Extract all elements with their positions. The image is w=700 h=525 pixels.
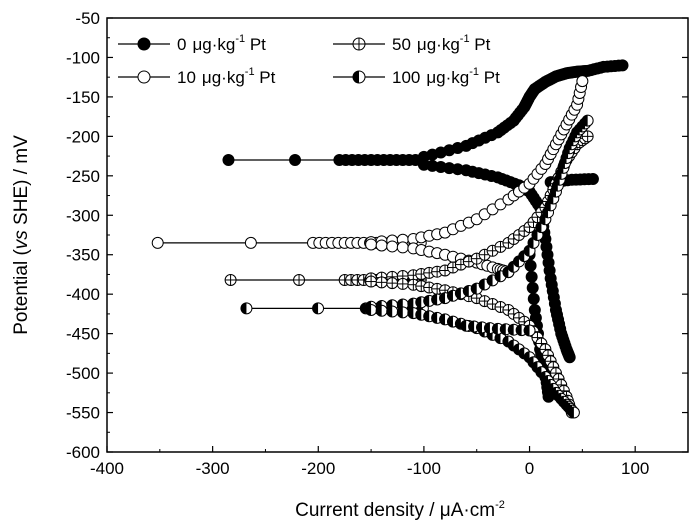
data-point [240,302,253,315]
x-tick-label: -200 [301,459,335,478]
data-point [581,114,594,127]
legend-marker-3 [352,70,366,84]
x-tick-label: -300 [196,459,230,478]
data-point [375,304,388,317]
data-point [581,130,594,143]
legend-marker-1 [137,70,151,84]
y-tick-label: -150 [66,88,100,107]
data-point [386,305,399,318]
data-point [567,406,580,419]
legend-label-3: 100 μg·kg-1 Pt [392,66,500,87]
data-point [507,260,520,273]
legend-marker-icon [352,37,366,51]
legend-label-1: 10 μg·kg-1 Pt [177,66,276,87]
data-point [312,302,325,315]
data-point [365,238,378,251]
y-tick-label: -250 [66,167,100,186]
legend-marker-2 [352,37,366,51]
x-tick-label: 100 [621,459,649,478]
y-tick-label: -350 [66,246,100,265]
data-point [526,281,539,294]
series-3 [240,114,594,419]
legend-marker-0 [137,37,151,51]
data-point [563,351,576,364]
data-point [576,75,589,88]
data-point [365,275,378,288]
y-tick-label: -600 [66,443,100,462]
data-point [396,306,409,319]
y-tick-label: -100 [66,48,100,67]
y-tick-label: -450 [66,325,100,344]
data-point [224,273,237,286]
legend-entry-1: 10 μg·kg-1 Pt [118,66,276,87]
legend-entry-3: 100 μg·kg-1 Pt [333,66,500,87]
data-point [375,276,388,289]
legend-marker-icon [352,70,366,84]
data-point [244,236,257,249]
legend: 0 μg·kg-1 Pt 10 μg·kg-1 Pt 50 μg·kg-1 Pt 10… [118,33,500,87]
x-tick-label: -400 [90,459,124,478]
data-point [396,277,409,290]
data-point [151,236,164,249]
data-point [386,240,399,253]
legend-marker-icon [137,37,151,51]
data-point [586,172,599,185]
data-point [375,239,388,252]
y-axis-ticks: -50 -100 -150 -200 -250 -300 -350 -400 -450 -500 -… [66,9,688,462]
data-point [289,154,302,167]
y-axis-title: Potential (vs SHE) / mV [11,135,32,335]
series-layer [151,59,629,419]
data-point [527,292,540,305]
legend-label-0: 0 μg·kg-1 Pt [177,33,266,54]
data-point [293,273,306,286]
legend-entry-0: 0 μg·kg-1 Pt [118,33,266,54]
x-axis-title: Current density / μA·cm-2 [295,499,505,521]
legend-entry-2: 50 μg·kg-1 Pt [333,33,491,54]
y-tick-label: -400 [66,285,100,304]
data-point [523,324,536,337]
data-point [222,154,235,167]
y-tick-label: -500 [66,364,100,383]
y-tick-label: -300 [66,206,100,225]
data-point [460,319,473,332]
x-tick-label: 0 [525,459,534,478]
data-point [502,266,515,279]
legend-label-2: 50 μg·kg-1 Pt [392,33,491,54]
legend-marker-icon [137,70,151,84]
data-point [616,59,629,72]
x-axis-ticks: -400 -300 -200 -100 0 100 [90,446,649,478]
data-point [365,303,378,316]
data-point [386,277,399,290]
x-tick-label: -100 [407,459,441,478]
y-tick-label: -200 [66,127,100,146]
y-tick-label: -550 [66,404,100,423]
data-point [494,240,507,253]
data-point [396,241,409,254]
y-tick-label: -50 [75,9,100,28]
data-point [524,259,537,272]
data-point [525,270,538,283]
